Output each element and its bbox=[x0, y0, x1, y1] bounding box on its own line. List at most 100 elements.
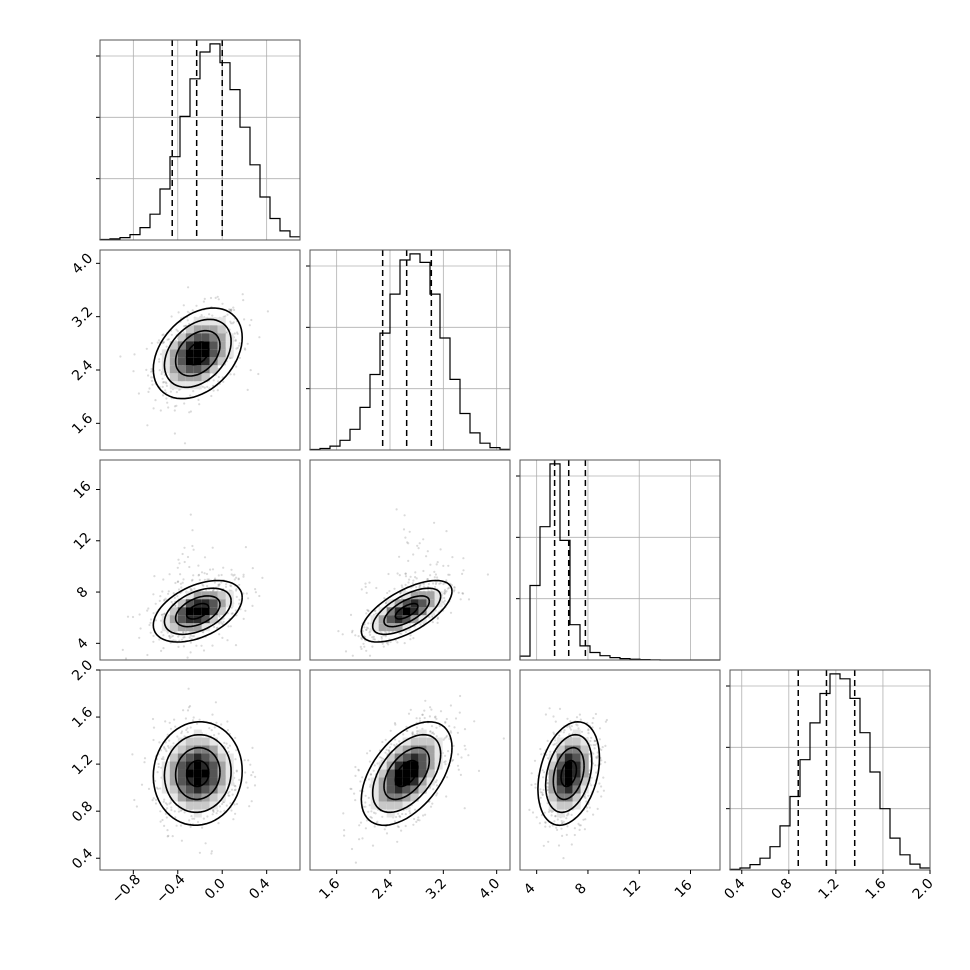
scatter-point bbox=[387, 572, 390, 576]
scatter-point bbox=[230, 308, 233, 311]
density-cell bbox=[410, 793, 419, 802]
scatter-point bbox=[162, 647, 165, 650]
scatter-point bbox=[163, 747, 166, 750]
scatter-point bbox=[177, 810, 180, 813]
scatter-point bbox=[180, 809, 183, 812]
scatter-point bbox=[219, 810, 222, 813]
scatter-point bbox=[229, 584, 232, 587]
scatter-point bbox=[243, 759, 246, 762]
scatter-point bbox=[400, 584, 403, 587]
density-cell bbox=[177, 737, 186, 746]
scatter-point bbox=[486, 573, 489, 576]
density-cell bbox=[169, 607, 178, 616]
scatter-point bbox=[191, 719, 195, 722]
density-cell bbox=[201, 623, 210, 632]
scatter-point bbox=[138, 636, 141, 639]
scatter-point bbox=[220, 573, 223, 577]
scatter-point bbox=[206, 385, 209, 388]
density-cell bbox=[209, 801, 218, 810]
scatter-point bbox=[467, 754, 470, 757]
scatter-point bbox=[600, 795, 603, 798]
scatter-point bbox=[395, 743, 398, 746]
scatter-point bbox=[413, 808, 417, 811]
scatter-point bbox=[458, 711, 461, 714]
panel-inner bbox=[119, 286, 269, 445]
scatter-point bbox=[368, 749, 372, 752]
scatter-point bbox=[534, 786, 537, 789]
scatter-point bbox=[450, 731, 453, 734]
scatter-point bbox=[456, 764, 460, 767]
scatter-point bbox=[170, 333, 173, 336]
scatter-point bbox=[156, 341, 159, 344]
scatter-point bbox=[434, 609, 437, 612]
scatter-point bbox=[217, 375, 220, 379]
scatter-point bbox=[196, 722, 199, 725]
density-cell bbox=[217, 591, 226, 600]
density-cell bbox=[418, 769, 427, 778]
density-cell bbox=[556, 745, 565, 754]
density-cell bbox=[193, 785, 202, 794]
density-cell bbox=[394, 761, 403, 770]
scatter-point bbox=[161, 334, 164, 337]
density-cell bbox=[169, 615, 178, 624]
scatter-point bbox=[460, 756, 463, 759]
scatter-point bbox=[188, 819, 191, 822]
scatter-point bbox=[186, 555, 190, 559]
scatter-point bbox=[231, 612, 234, 615]
scatter-point bbox=[394, 723, 397, 726]
density-cell bbox=[161, 769, 170, 778]
scatter-point bbox=[372, 638, 375, 641]
scatter-point bbox=[445, 795, 448, 798]
scatter-point bbox=[165, 382, 168, 385]
density-cell bbox=[193, 365, 202, 374]
scatter-point bbox=[539, 796, 542, 799]
scatter-point bbox=[225, 742, 228, 745]
scatter-point bbox=[162, 800, 165, 803]
scatter-point bbox=[431, 732, 434, 735]
scatter-point bbox=[549, 809, 552, 812]
scatter-point bbox=[230, 568, 233, 571]
scatter-point bbox=[182, 304, 185, 307]
ytick-label-p1-3: 4.0 bbox=[69, 251, 96, 278]
scatter-point bbox=[233, 308, 236, 312]
scatter-point bbox=[349, 787, 352, 790]
density-cell bbox=[426, 753, 435, 762]
density-cell bbox=[410, 591, 419, 600]
scatter-point bbox=[550, 809, 553, 812]
scatter-point bbox=[404, 583, 407, 587]
scatter-point bbox=[168, 573, 171, 576]
scatter-point bbox=[379, 631, 382, 634]
scatter-point bbox=[235, 588, 238, 591]
density-cell bbox=[169, 349, 178, 358]
scatter-point bbox=[190, 815, 193, 818]
scatter-point bbox=[418, 586, 421, 589]
scatter-point bbox=[155, 786, 159, 789]
scatter-point bbox=[589, 739, 592, 743]
scatter-point bbox=[367, 810, 370, 813]
density-cell bbox=[193, 729, 202, 738]
scatter-point bbox=[443, 592, 446, 595]
scatter-point bbox=[233, 373, 236, 376]
scatter-point bbox=[266, 310, 269, 313]
scatter-point bbox=[250, 800, 253, 803]
density-cell bbox=[193, 761, 202, 770]
scatter-point bbox=[365, 612, 368, 615]
scatter-point bbox=[191, 529, 194, 532]
scatter-point bbox=[594, 743, 597, 747]
scatter-point bbox=[167, 406, 170, 409]
density-cell bbox=[185, 801, 194, 810]
density-cell bbox=[201, 737, 210, 746]
density-cell bbox=[378, 785, 387, 794]
scatter-point bbox=[175, 824, 178, 827]
scatter-point bbox=[598, 738, 602, 741]
scatter-point bbox=[359, 821, 363, 824]
scatter-point bbox=[148, 623, 151, 627]
scatter-point bbox=[408, 810, 411, 813]
density-cell bbox=[378, 769, 387, 778]
contour-3 bbox=[537, 720, 601, 827]
scatter-point bbox=[238, 598, 241, 601]
scatter-point bbox=[187, 706, 191, 709]
scatter-point bbox=[357, 769, 360, 772]
scatter-point bbox=[165, 345, 168, 348]
scatter-point bbox=[421, 713, 424, 716]
